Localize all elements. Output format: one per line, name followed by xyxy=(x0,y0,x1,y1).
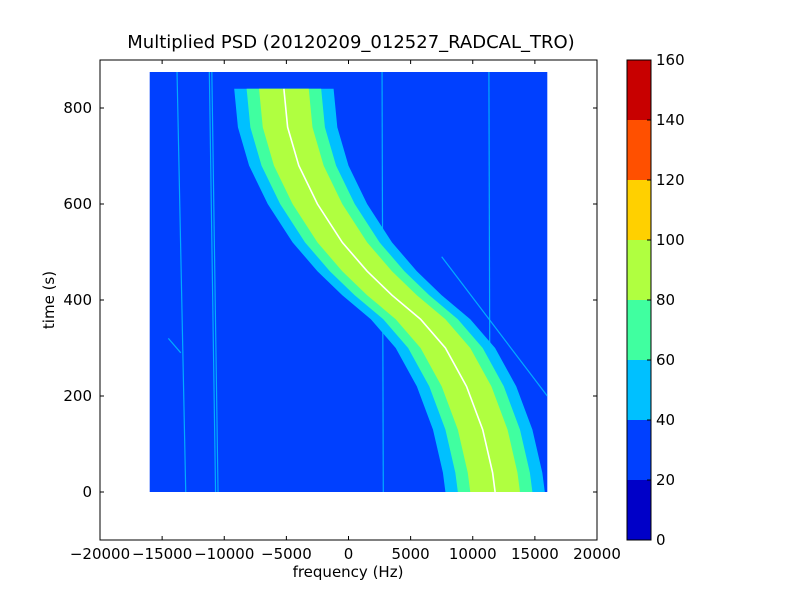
y-tick-label: 0 xyxy=(82,483,92,501)
x-tick-label: 0 xyxy=(344,545,354,563)
colorbar-tick-label: 80 xyxy=(656,291,675,309)
faint-line-3 xyxy=(211,72,219,492)
colorbar-tick-label: 20 xyxy=(656,471,675,489)
heatmap-layer xyxy=(149,72,548,492)
y-tick-label: 200 xyxy=(63,387,92,405)
track-center-line xyxy=(283,88,496,492)
x-axis-label: frequency (Hz) xyxy=(293,563,404,581)
colorbar-segment xyxy=(627,360,651,420)
x-tick-label: −10000 xyxy=(194,545,254,563)
x-tick-label: −15000 xyxy=(132,545,192,563)
faint-line-1 xyxy=(176,72,187,492)
x-tick-label: 10000 xyxy=(449,545,497,563)
x-axis: −20000 −15000 −10000 −5000 0 5000 10000 15000 20… xyxy=(70,60,621,563)
y-tick-label: 400 xyxy=(63,291,92,309)
heatmap-content xyxy=(167,72,548,492)
x-tick-label: −20000 xyxy=(70,545,130,563)
diagonal-line-2 xyxy=(167,338,182,354)
y-axis: 0 200 400 600 800 xyxy=(63,99,597,501)
colorbar-segment xyxy=(627,420,651,480)
colorbar-segment xyxy=(627,60,651,120)
y-tick-label: 600 xyxy=(63,195,92,213)
colorbar-segment xyxy=(627,480,651,540)
faint-line-2 xyxy=(208,72,217,492)
colorbar-tick-label: 140 xyxy=(656,111,685,129)
colorbar-segment xyxy=(627,300,651,360)
colorbar-tick-label: 40 xyxy=(656,411,675,429)
colorbar-tick-label: 100 xyxy=(656,231,685,249)
colorbar-segment xyxy=(627,120,651,180)
x-tick-label: 20000 xyxy=(573,545,621,563)
colorbar-tick-label: 160 xyxy=(656,51,685,69)
colorbar: 0 20 40 60 80 100 120 140 160 xyxy=(626,51,685,549)
x-tick-label: 5000 xyxy=(392,545,430,563)
colorbar-tick-label: 0 xyxy=(656,531,666,549)
track-band-80 xyxy=(259,88,520,492)
x-tick-label: −5000 xyxy=(261,545,312,563)
y-tick-label: 800 xyxy=(63,99,92,117)
colorbar-segment xyxy=(627,240,651,300)
chart-title: Multiplied PSD (20120209_012527_RADCAL_T… xyxy=(127,32,574,53)
plot-area xyxy=(99,59,598,541)
x-tick-label: 15000 xyxy=(511,545,559,563)
colorbar-tick-label: 120 xyxy=(656,171,685,189)
colorbar-tick-label: 60 xyxy=(656,351,675,369)
y-axis-label: time (s) xyxy=(40,271,58,329)
colorbar-segment xyxy=(627,180,651,240)
diagonal-line-1 xyxy=(441,256,548,397)
